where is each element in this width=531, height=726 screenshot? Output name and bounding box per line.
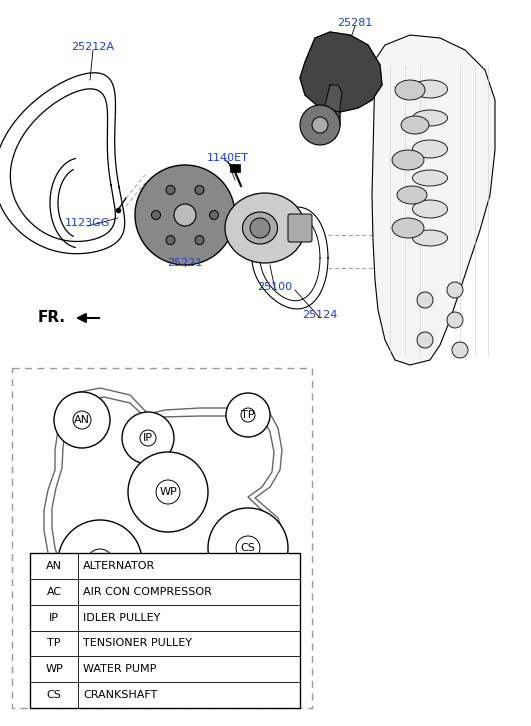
Ellipse shape [413,230,448,246]
Circle shape [447,312,463,328]
Circle shape [250,218,270,238]
Circle shape [128,452,208,532]
Text: AN: AN [74,415,90,425]
Text: CRANKSHAFT: CRANKSHAFT [83,690,157,700]
Ellipse shape [401,116,429,134]
Ellipse shape [413,110,448,126]
Text: 1123GG: 1123GG [65,218,110,228]
Circle shape [300,105,340,145]
Text: CS: CS [47,690,62,700]
Circle shape [417,332,433,348]
Text: 25212A: 25212A [72,42,115,52]
Ellipse shape [413,170,448,186]
Text: WP: WP [45,664,63,674]
Text: 25100: 25100 [258,282,293,292]
Circle shape [241,408,255,422]
Text: 25281: 25281 [337,18,373,28]
Text: IDLER PULLEY: IDLER PULLEY [83,613,160,623]
FancyBboxPatch shape [288,214,312,242]
Circle shape [195,236,204,245]
Circle shape [166,185,175,195]
Circle shape [166,236,175,245]
Text: 25124: 25124 [302,310,338,320]
Polygon shape [372,35,495,365]
Circle shape [156,480,180,504]
Text: TP: TP [47,638,61,648]
Ellipse shape [413,140,448,158]
Text: AIR CON COMPRESSOR: AIR CON COMPRESSOR [83,587,212,597]
Ellipse shape [392,218,424,238]
Circle shape [195,185,204,195]
Text: CS: CS [241,543,255,553]
Circle shape [226,393,270,437]
Ellipse shape [397,186,427,204]
Ellipse shape [243,212,278,244]
Circle shape [236,536,260,560]
Circle shape [447,282,463,298]
Circle shape [135,165,235,265]
Ellipse shape [413,200,448,218]
FancyBboxPatch shape [230,164,240,172]
Text: ALTERNATOR: ALTERNATOR [83,561,155,571]
Ellipse shape [395,80,425,100]
Circle shape [54,392,110,448]
Circle shape [73,411,91,429]
Circle shape [58,520,142,604]
Text: TENSIONER PULLEY: TENSIONER PULLEY [83,638,192,648]
Circle shape [210,211,218,219]
Text: 25221: 25221 [167,258,203,268]
Text: IP: IP [143,433,153,443]
Text: IP: IP [49,613,59,623]
Text: WP: WP [159,487,177,497]
Ellipse shape [413,80,448,98]
Circle shape [312,117,328,133]
Circle shape [87,549,113,575]
FancyBboxPatch shape [30,553,300,708]
Polygon shape [300,32,382,112]
Circle shape [174,204,196,226]
Circle shape [417,292,433,308]
Text: WATER PUMP: WATER PUMP [83,664,156,674]
Text: 1140ET: 1140ET [207,153,249,163]
Text: AC: AC [92,557,108,567]
Circle shape [140,430,156,446]
Text: AC: AC [46,587,62,597]
Text: FR.: FR. [38,311,66,325]
Ellipse shape [225,193,305,263]
Circle shape [122,412,174,464]
Ellipse shape [392,150,424,170]
Circle shape [208,508,288,588]
Circle shape [151,211,160,219]
Text: AN: AN [46,561,62,571]
Circle shape [452,342,468,358]
Text: TP: TP [241,410,255,420]
Polygon shape [305,85,342,143]
